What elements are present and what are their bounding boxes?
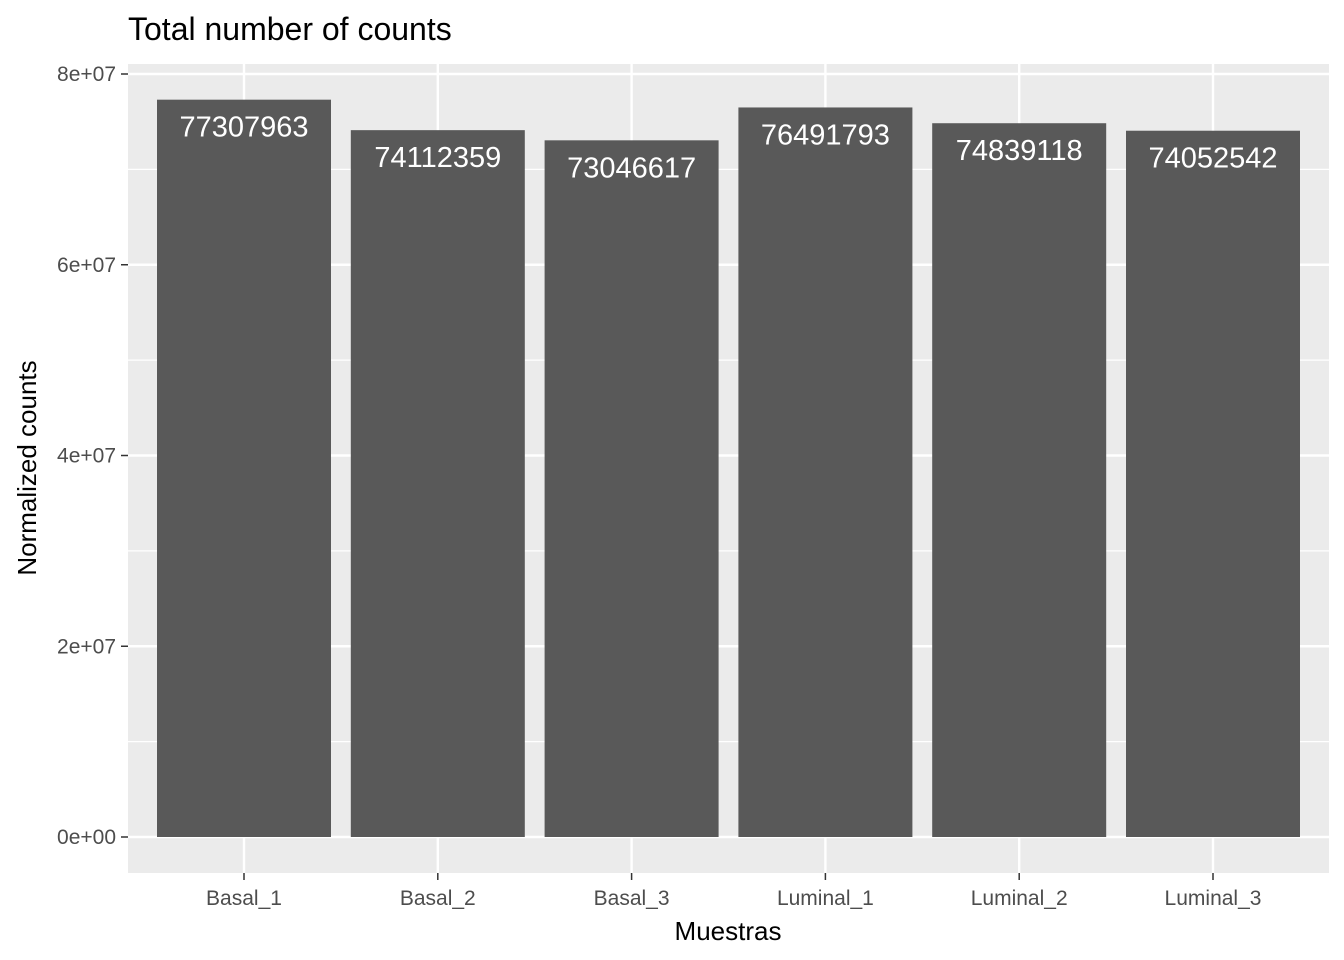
x-tick-label: Basal_2 [400, 887, 476, 910]
x-tick-label: Luminal_2 [971, 887, 1068, 910]
bar-basal-3 [544, 140, 719, 838]
y-tick-label: 2e+07 [57, 635, 116, 658]
bar-luminal-1 [738, 107, 913, 837]
y-tick-label: 0e+00 [57, 826, 116, 849]
x-axis: Basal_1 Basal_2 Basal_3 Luminal_1 Luminal_2 L… [206, 873, 1261, 910]
y-axis: 0e+00 2e+07 4e+07 6e+07 8e+07 [57, 63, 128, 849]
x-tick-label: Basal_1 [206, 887, 282, 910]
bar-data-label: 77307963 [179, 112, 308, 144]
bar-basal-2 [350, 130, 525, 837]
bar-data-label: 74112359 [374, 142, 501, 174]
x-tick-label: Luminal_3 [1165, 887, 1262, 910]
y-axis-title: Normalized counts [12, 360, 42, 575]
y-tick-label: 4e+07 [57, 445, 116, 468]
bar-data-label: 74839118 [956, 135, 1083, 167]
bars [157, 99, 1300, 838]
bar-luminal-2 [932, 123, 1107, 837]
x-tick-label: Basal_3 [594, 887, 670, 910]
bar-data-label: 74052542 [1148, 143, 1277, 175]
bar-data-label: 76491793 [761, 119, 890, 151]
chart-title: Total number of counts [128, 11, 452, 47]
x-tick-label: Luminal_1 [777, 887, 874, 910]
bar-luminal-3 [1126, 130, 1300, 837]
y-tick-label: 6e+07 [57, 254, 116, 277]
bar-labels: 77307963 74112359 73046617 76491793 74839118… [179, 112, 1277, 185]
x-axis-title: Muestras [675, 916, 782, 946]
bar-data-label: 73046617 [567, 152, 696, 184]
y-tick-label: 8e+07 [57, 63, 116, 86]
bar-basal-1 [157, 99, 331, 838]
